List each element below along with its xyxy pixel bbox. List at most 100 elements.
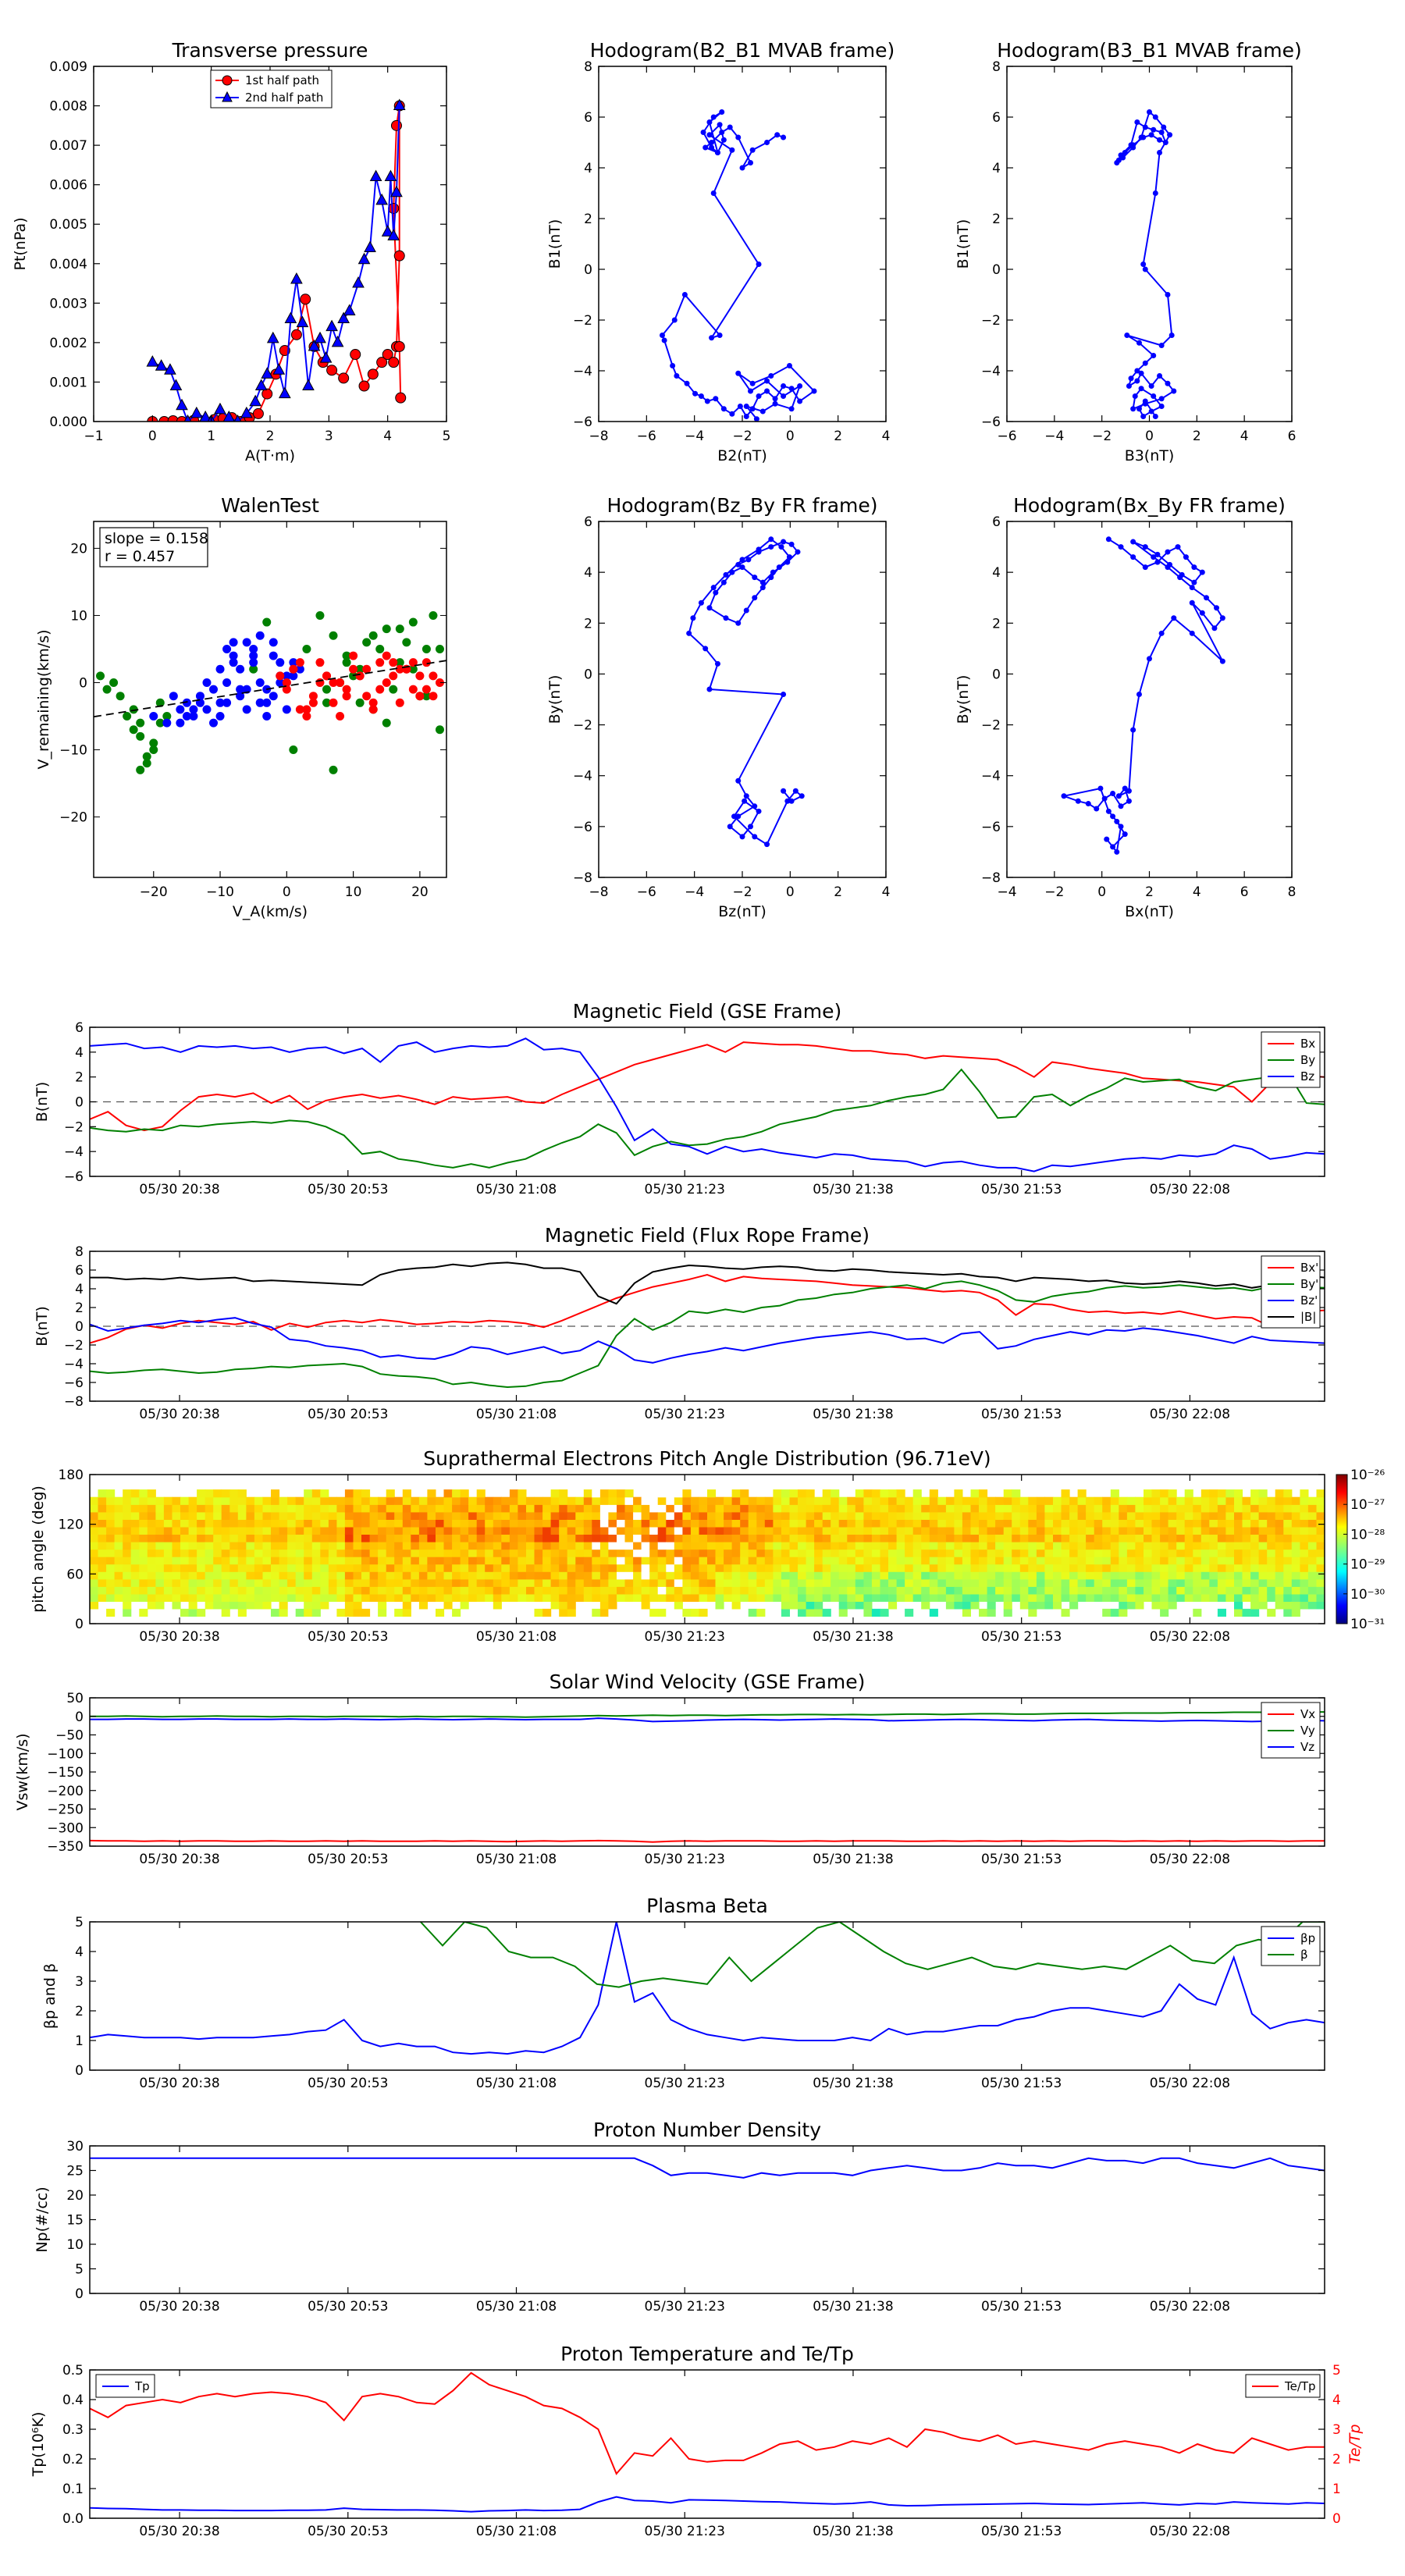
pad-cell	[740, 1571, 749, 1580]
pt-point-2nd	[155, 359, 168, 371]
pad-cell	[180, 1549, 190, 1557]
hodo1-point	[788, 406, 795, 412]
pad-cell	[155, 1526, 165, 1535]
pad-cell	[1028, 1601, 1037, 1610]
pad-cell	[633, 1557, 642, 1565]
pad-cell	[353, 1511, 362, 1520]
pad-cell	[336, 1608, 346, 1617]
pad-cell	[929, 1571, 938, 1580]
pad-cell	[559, 1526, 568, 1535]
pad-cell	[1069, 1511, 1079, 1520]
pad-cell	[773, 1564, 782, 1572]
pt-point-1st	[290, 329, 302, 340]
walen-point	[189, 705, 198, 714]
pad-cell	[542, 1564, 552, 1572]
pad-cell	[798, 1557, 807, 1565]
pad-cell	[130, 1586, 140, 1595]
pad-cell	[394, 1586, 404, 1595]
pad-cell	[526, 1511, 535, 1520]
pad-cell	[213, 1571, 222, 1580]
pad-cell	[838, 1586, 848, 1595]
pad-cell	[641, 1526, 650, 1535]
tp-legend-label: Tp	[134, 2379, 150, 2393]
pad-cell	[617, 1504, 626, 1513]
pad-cell	[1234, 1504, 1243, 1513]
pad-cell	[855, 1526, 864, 1535]
pad-time-label: 05/30 20:38	[139, 1629, 219, 1645]
pad-cell	[271, 1608, 280, 1617]
pad-cell	[1168, 1496, 1177, 1505]
pad-cell	[937, 1593, 947, 1602]
pad-cell	[921, 1542, 930, 1550]
pad-cell	[213, 1578, 222, 1587]
pt-plot-area	[146, 98, 407, 422]
pad-cell	[798, 1571, 807, 1580]
hodo1-point	[749, 380, 756, 386]
pad-cell	[1135, 1504, 1144, 1513]
pad-cell	[1053, 1557, 1062, 1565]
axes-frame	[598, 66, 887, 422]
pad-cell	[773, 1489, 782, 1498]
walen-point	[329, 765, 338, 774]
pad-cell	[534, 1564, 543, 1572]
pad-cell	[822, 1557, 831, 1565]
pad-cell	[1094, 1519, 1103, 1528]
pad-cell	[295, 1526, 304, 1535]
pad-cell	[386, 1489, 395, 1498]
pad-cell	[139, 1489, 148, 1498]
pad-cell	[1316, 1593, 1325, 1602]
pad-cell	[806, 1586, 815, 1595]
pad-cell	[1003, 1511, 1012, 1520]
pad-cell	[237, 1608, 247, 1617]
pad-cell	[798, 1511, 807, 1520]
vsw-time-label: 05/30 21:23	[645, 1852, 725, 1867]
pad-cell	[476, 1519, 486, 1528]
pad-cell	[172, 1586, 181, 1595]
walen-point	[289, 671, 298, 681]
pad-cell	[1316, 1549, 1325, 1557]
pt-point-2nd	[261, 367, 274, 379]
pt-point-2nd	[393, 98, 406, 111]
pad-cell	[1003, 1489, 1012, 1498]
pad-cell	[1307, 1571, 1317, 1580]
pad-cell	[452, 1511, 461, 1520]
pad-cell	[1094, 1586, 1103, 1595]
hodo1-point	[772, 396, 778, 402]
pad-cell	[542, 1542, 552, 1550]
pad-cell	[806, 1504, 815, 1513]
pad-cell	[690, 1557, 699, 1565]
pad-cell	[773, 1557, 782, 1565]
pad-cell	[1242, 1549, 1251, 1557]
pad-cell	[1267, 1564, 1276, 1572]
pad-cell	[896, 1557, 905, 1565]
vsw-ytick-label: 50	[66, 1691, 84, 1706]
vsw-ytick-label: −100	[47, 1746, 84, 1762]
pt-point-2nd	[240, 406, 253, 418]
pad-cell	[197, 1586, 206, 1595]
walen-point	[342, 658, 351, 667]
pad-cell	[213, 1542, 222, 1550]
vsw-ytick-label: −150	[47, 1765, 84, 1781]
pad-cell	[336, 1571, 346, 1580]
pad-cell	[1176, 1504, 1186, 1513]
beta-time-label: 05/30 21:38	[813, 2076, 893, 2091]
hodo1-point	[727, 124, 733, 130]
pad-cell	[699, 1564, 708, 1572]
pad-cell	[1012, 1519, 1021, 1528]
bfr-ylabel: B(nT)	[34, 1306, 51, 1347]
pad-cell	[336, 1496, 346, 1505]
pad-cell	[567, 1601, 576, 1610]
pad-cell	[674, 1496, 683, 1505]
pad-cell	[1019, 1534, 1029, 1542]
hodo3-ytick-label: −8	[573, 870, 592, 886]
pad-cell	[970, 1542, 980, 1550]
hodo1-point	[700, 130, 706, 135]
pad-cell	[896, 1526, 905, 1535]
pad-cell	[822, 1496, 831, 1505]
pad-cell	[567, 1534, 576, 1542]
walen-point	[355, 698, 365, 707]
pad-cell	[427, 1578, 436, 1587]
walen-point	[349, 664, 358, 674]
pad-cell	[1069, 1542, 1079, 1550]
bfr-time-label: 05/30 21:23	[645, 1407, 725, 1422]
